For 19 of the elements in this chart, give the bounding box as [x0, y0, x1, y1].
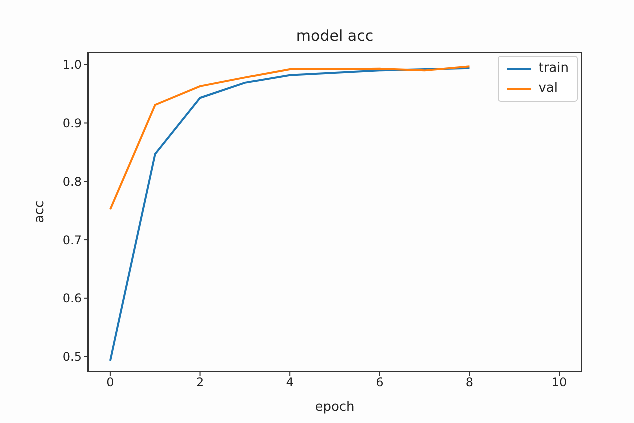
x-tick-label: 8 [466, 376, 474, 390]
y-tick-label: 0.9 [62, 116, 82, 130]
line-series [109, 66, 471, 211]
x-tick-label: 10 [552, 376, 568, 390]
legend-label: train [538, 60, 569, 78]
legend-label: val [538, 80, 558, 98]
x-tick-label: 0 [106, 376, 114, 390]
x-tick-label: 4 [286, 376, 294, 390]
x-axis-title: epoch [314, 400, 356, 415]
line-series [109, 67, 471, 362]
x-tick-label: 6 [376, 376, 384, 390]
y-tick-label: 0.8 [62, 174, 82, 189]
chart-title: model acc [295, 27, 375, 45]
y-tick-label: 0.7 [62, 233, 82, 248]
y-axis-title: acc [32, 200, 48, 224]
x-tick-label: 2 [196, 376, 204, 390]
y-tick-label: 1.0 [62, 58, 82, 72]
y-tick-label: 0.6 [62, 292, 82, 306]
y-tick-label: 0.5 [62, 350, 82, 364]
